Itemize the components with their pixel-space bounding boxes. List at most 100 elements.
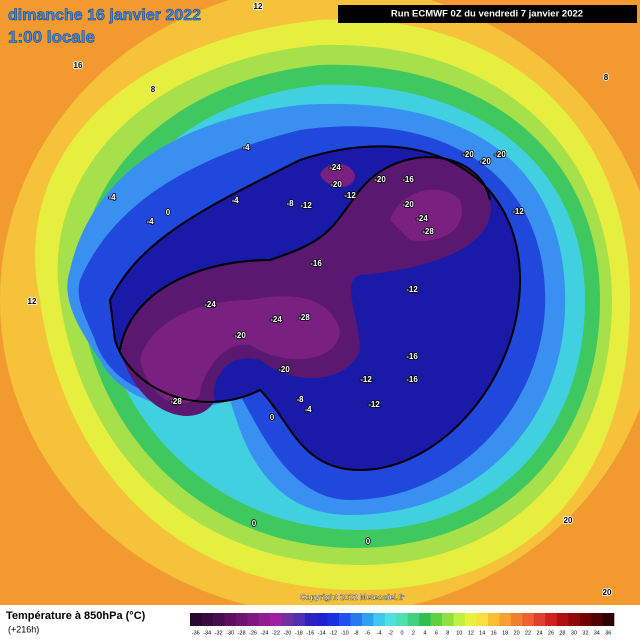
contour-label: -16: [402, 175, 414, 184]
zone-magenta-2: [390, 189, 462, 241]
colorbar-cell: [419, 613, 431, 626]
colorbar-cell: [327, 613, 340, 626]
colorbar-cell: [453, 613, 466, 626]
colorbar-cell: [270, 613, 282, 626]
colorbar-tick-label: 2: [412, 630, 415, 636]
colorbar-cell: [212, 613, 225, 626]
colorbar-tick-label: -14: [318, 630, 326, 636]
contour-label: -8: [286, 199, 294, 208]
contour-label: -20: [462, 150, 474, 159]
colorbar-cell: [545, 613, 558, 626]
colorbar-tick-label: -34: [203, 630, 211, 636]
contour-label: -4: [108, 193, 116, 202]
contour-label: 8: [604, 73, 609, 82]
colorbar-tick-label: 12: [468, 630, 474, 636]
colorbar-tick-label: -28: [238, 630, 246, 636]
colorbar-cell: [499, 613, 512, 626]
colorbar-tick-label: 24: [536, 630, 542, 636]
colorbar-tick-label: -36: [192, 630, 200, 636]
contour-label: 20: [603, 588, 612, 597]
contour-label: -12: [344, 191, 356, 200]
legend-title: Température à 850hPa (°C): [6, 610, 146, 622]
colorbar-tick-label: 8: [446, 630, 449, 636]
colorbar-cell: [338, 613, 351, 626]
colorbar-cell: [476, 613, 489, 626]
colorbar-cell: [258, 613, 271, 626]
colorbar-tick-label: 6: [435, 630, 438, 636]
contour-label: -8: [296, 395, 304, 404]
map-labels: -24-20-12-20 -16-20-20-20-20-24-28-12-16-…: [27, 1, 613, 598]
contour-label: -16: [406, 375, 418, 384]
colorbar-cell: [293, 613, 305, 626]
time: 1:00 locale: [8, 27, 95, 46]
colorbar-cell: [556, 613, 569, 626]
contour-label: 0: [270, 413, 275, 422]
colorbar-cell: [281, 613, 294, 626]
colorbar-cell: [568, 613, 580, 626]
zone-magenta: [140, 296, 340, 404]
colorbar-tick-label: -16: [306, 630, 314, 636]
contour-label: -12: [360, 375, 372, 384]
contour-label: -12: [300, 201, 312, 210]
colorbar-tick-label: -30: [226, 630, 234, 636]
colorbar-cell: [533, 613, 546, 626]
contour-label: -24: [416, 214, 428, 223]
colorbar-tick-label: -26: [249, 630, 257, 636]
colorbar-cell: [384, 613, 397, 626]
contour-label: 8: [151, 85, 156, 94]
colorbar-tick-label: 30: [571, 630, 577, 636]
colorbar-cell: [465, 613, 477, 626]
colorbar-tick-label: 34: [594, 630, 600, 636]
colorbar-cell: [373, 613, 386, 626]
colorbar-cell: [510, 613, 523, 626]
colorbar-tick-label: 36: [605, 630, 611, 636]
colorbar-cell: [304, 613, 317, 626]
contour-label: -20: [479, 157, 491, 166]
contour-label: 20: [564, 516, 573, 525]
colorbar-tick-label: -4: [377, 630, 382, 636]
colorbar-cell: [396, 613, 409, 626]
contour-label: -28: [170, 397, 182, 406]
colorbar-tick-label: 4: [423, 630, 426, 636]
contour-label: 16: [74, 61, 83, 70]
colorbar-tick-label: 32: [582, 630, 588, 636]
colorbar-tick-label: -12: [329, 630, 337, 636]
colorbar-cell: [442, 613, 454, 626]
contour-label: -28: [298, 313, 310, 322]
isotherm: [108, 145, 522, 472]
contour-label: -4: [304, 405, 312, 414]
legend-subtitle: (+216h): [8, 624, 39, 634]
colorbar-tick-label: 20: [514, 630, 520, 636]
colorbar-tick-label: -8: [354, 630, 359, 636]
contour-label: -20: [234, 331, 246, 340]
contour-label: -20: [494, 150, 506, 159]
contour-label: -20: [330, 180, 342, 189]
contour-label: -12: [406, 285, 418, 294]
contour-label: -24: [270, 315, 282, 324]
colorbar-cell: [235, 613, 248, 626]
colorbar-cell: [361, 613, 374, 626]
colorbar-cell: [247, 613, 260, 626]
colorbar-cell: [224, 613, 237, 626]
run-info: Run ECMWF 0Z du vendredi 7 janvier 2022: [391, 9, 583, 20]
colorbar-tick-label: 0: [400, 630, 403, 636]
colorbar-cell: [350, 613, 363, 626]
colorbar-cell: [201, 613, 214, 626]
colorbar-tick-label: -22: [272, 630, 280, 636]
colorbar-cell: [591, 613, 603, 626]
colorbar-cell: [316, 613, 328, 626]
colorbar-tick-label: -6: [365, 630, 370, 636]
colorbar-cell: [190, 613, 202, 626]
contour-label: -12: [368, 400, 380, 409]
copyright: Copyright 2022 Meteociel.fr: [300, 593, 404, 602]
colorbar-cell: [430, 613, 443, 626]
colorbar-tick-label: 10: [456, 630, 462, 636]
colorbar-tick-label: -20: [283, 630, 291, 636]
contour-label: 12: [254, 2, 263, 11]
contour-label: -24: [204, 300, 216, 309]
isotherm: [119, 156, 491, 351]
colorbar-cell: [602, 613, 615, 626]
zone-magenta-3: [320, 163, 355, 188]
